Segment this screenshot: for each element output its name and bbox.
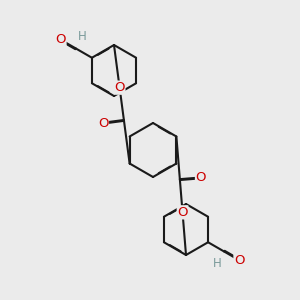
Text: O: O	[177, 206, 188, 219]
Text: O: O	[98, 117, 108, 130]
Text: O: O	[196, 171, 206, 184]
Text: O: O	[234, 254, 244, 267]
Text: H: H	[213, 257, 222, 270]
Text: O: O	[56, 33, 66, 46]
Text: H: H	[78, 30, 87, 43]
Text: O: O	[114, 81, 125, 94]
